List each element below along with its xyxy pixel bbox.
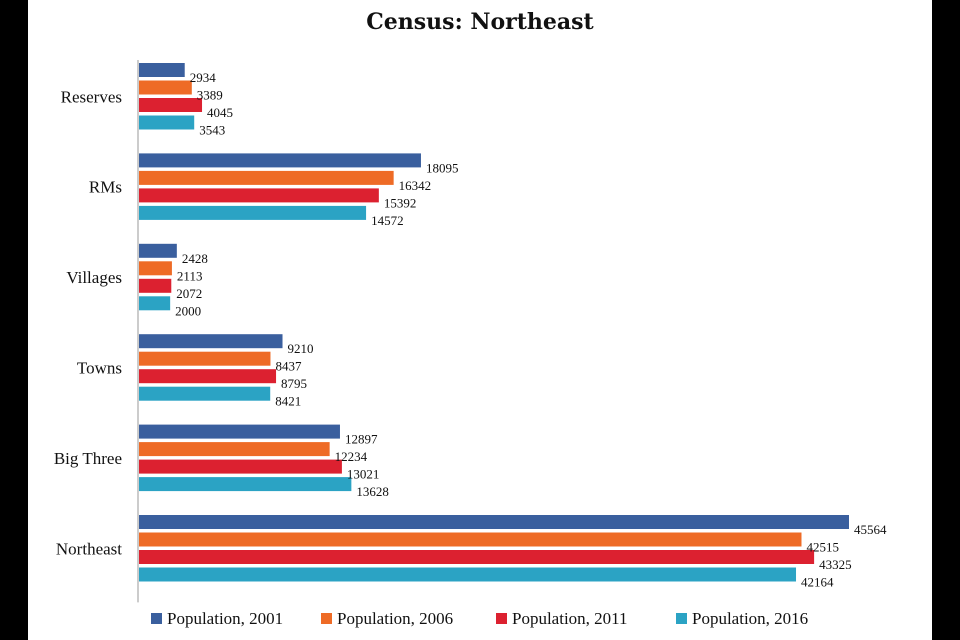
value-label: 42164 <box>801 575 834 590</box>
bar <box>139 351 271 366</box>
bar <box>139 515 849 529</box>
bar <box>139 80 192 95</box>
category-label: Villages <box>66 268 122 287</box>
bar <box>139 170 394 185</box>
category-label: Reserves <box>61 87 122 106</box>
value-label: 12897 <box>345 432 378 447</box>
category-label: Big Three <box>54 449 122 468</box>
value-label: 13628 <box>356 484 389 499</box>
bar <box>139 442 330 457</box>
category-label: Northeast <box>56 539 122 558</box>
value-labels: 2934 3389 4045 3543 18095 16342 15392 14572 2428… <box>175 70 887 590</box>
category-label: Towns <box>77 358 122 377</box>
bar <box>139 98 203 112</box>
value-label: 12234 <box>335 449 368 464</box>
value-label: 15392 <box>384 195 417 210</box>
chart-title: Census: Northeast <box>366 9 594 35</box>
bar <box>139 477 352 492</box>
value-label: 14572 <box>371 213 404 228</box>
value-label: 2072 <box>176 286 202 301</box>
category-labels: Reserves RMs Villages Towns Big Three Northea… <box>54 87 122 558</box>
bar <box>139 296 171 311</box>
value-label: 2934 <box>190 70 217 85</box>
bar <box>139 261 172 276</box>
value-label: 2113 <box>177 268 203 283</box>
bar <box>139 567 797 582</box>
value-label: 2000 <box>175 303 201 318</box>
legend-label: Population, 2011 <box>512 609 628 628</box>
bar <box>139 205 367 220</box>
census-bar-chart: Census: Northeast Reserves RMs Villages Tow… <box>54 9 887 628</box>
category-label: RMs <box>89 178 122 197</box>
value-label: 9210 <box>288 341 314 356</box>
bar <box>139 334 283 349</box>
legend-label: Population, 2016 <box>692 609 808 628</box>
bar <box>139 424 340 439</box>
value-label: 8437 <box>275 359 302 374</box>
bar <box>139 188 379 203</box>
value-label: 2428 <box>182 251 208 266</box>
bar <box>139 115 195 130</box>
value-label: 43325 <box>819 557 852 572</box>
bar <box>139 459 342 474</box>
legend-swatch <box>496 613 507 624</box>
value-label: 8421 <box>275 394 301 409</box>
bar <box>139 278 172 293</box>
legend-swatch <box>151 613 162 624</box>
legend-swatch <box>321 613 332 624</box>
bar <box>139 63 185 77</box>
legend-label: Population, 2001 <box>167 609 283 628</box>
value-label: 4045 <box>207 105 233 120</box>
legend-swatch <box>676 613 687 624</box>
legend: Population, 2001 Population, 2006 Populati… <box>151 609 808 628</box>
chart-canvas: Census: Northeast Reserves RMs Villages Tow… <box>28 0 932 640</box>
value-label: 3389 <box>197 88 223 103</box>
value-label: 42515 <box>806 540 839 555</box>
value-label: 16342 <box>399 178 432 193</box>
bar <box>139 532 802 547</box>
legend-label: Population, 2006 <box>337 609 453 628</box>
bar <box>139 243 177 258</box>
value-label: 8795 <box>281 376 307 391</box>
bar <box>139 550 815 564</box>
bar <box>139 386 271 401</box>
value-label: 45564 <box>854 522 887 537</box>
bar <box>139 153 421 168</box>
value-label: 13021 <box>347 467 380 482</box>
bar <box>139 369 277 384</box>
bar-groups <box>139 63 849 582</box>
value-label: 3543 <box>199 123 225 138</box>
value-label: 18095 <box>426 160 459 175</box>
